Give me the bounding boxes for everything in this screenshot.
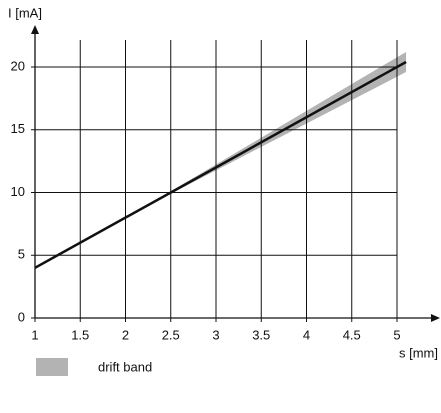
y-tick-label: 0 — [18, 309, 25, 324]
x-tick-label: 2.5 — [162, 327, 180, 342]
y-tick-label: 5 — [18, 247, 25, 262]
x-axis-arrow — [431, 314, 440, 322]
y-axis-arrow — [31, 25, 39, 34]
y-tick-label: 10 — [11, 184, 25, 199]
x-tick-label: 2 — [122, 327, 129, 342]
x-tick-label: 5 — [393, 327, 400, 342]
x-tick-label: 4.5 — [343, 327, 361, 342]
drift-band — [35, 51, 407, 268]
legend-swatch — [36, 358, 68, 376]
x-tick-label: 1 — [31, 327, 38, 342]
line — [34, 60, 407, 269]
legend-label: drift band — [98, 359, 152, 374]
x-tick-label: 1.5 — [71, 327, 89, 342]
y-tick-label: 15 — [11, 121, 25, 136]
y-tick-label: 20 — [11, 58, 25, 73]
x-tick-label: 4 — [303, 327, 310, 342]
x-tick-label: 3 — [212, 327, 219, 342]
x-axis-label: s [mm] — [399, 345, 438, 360]
y-axis-label: I [mA] — [8, 5, 42, 20]
x-tick-label: 3.5 — [252, 327, 270, 342]
